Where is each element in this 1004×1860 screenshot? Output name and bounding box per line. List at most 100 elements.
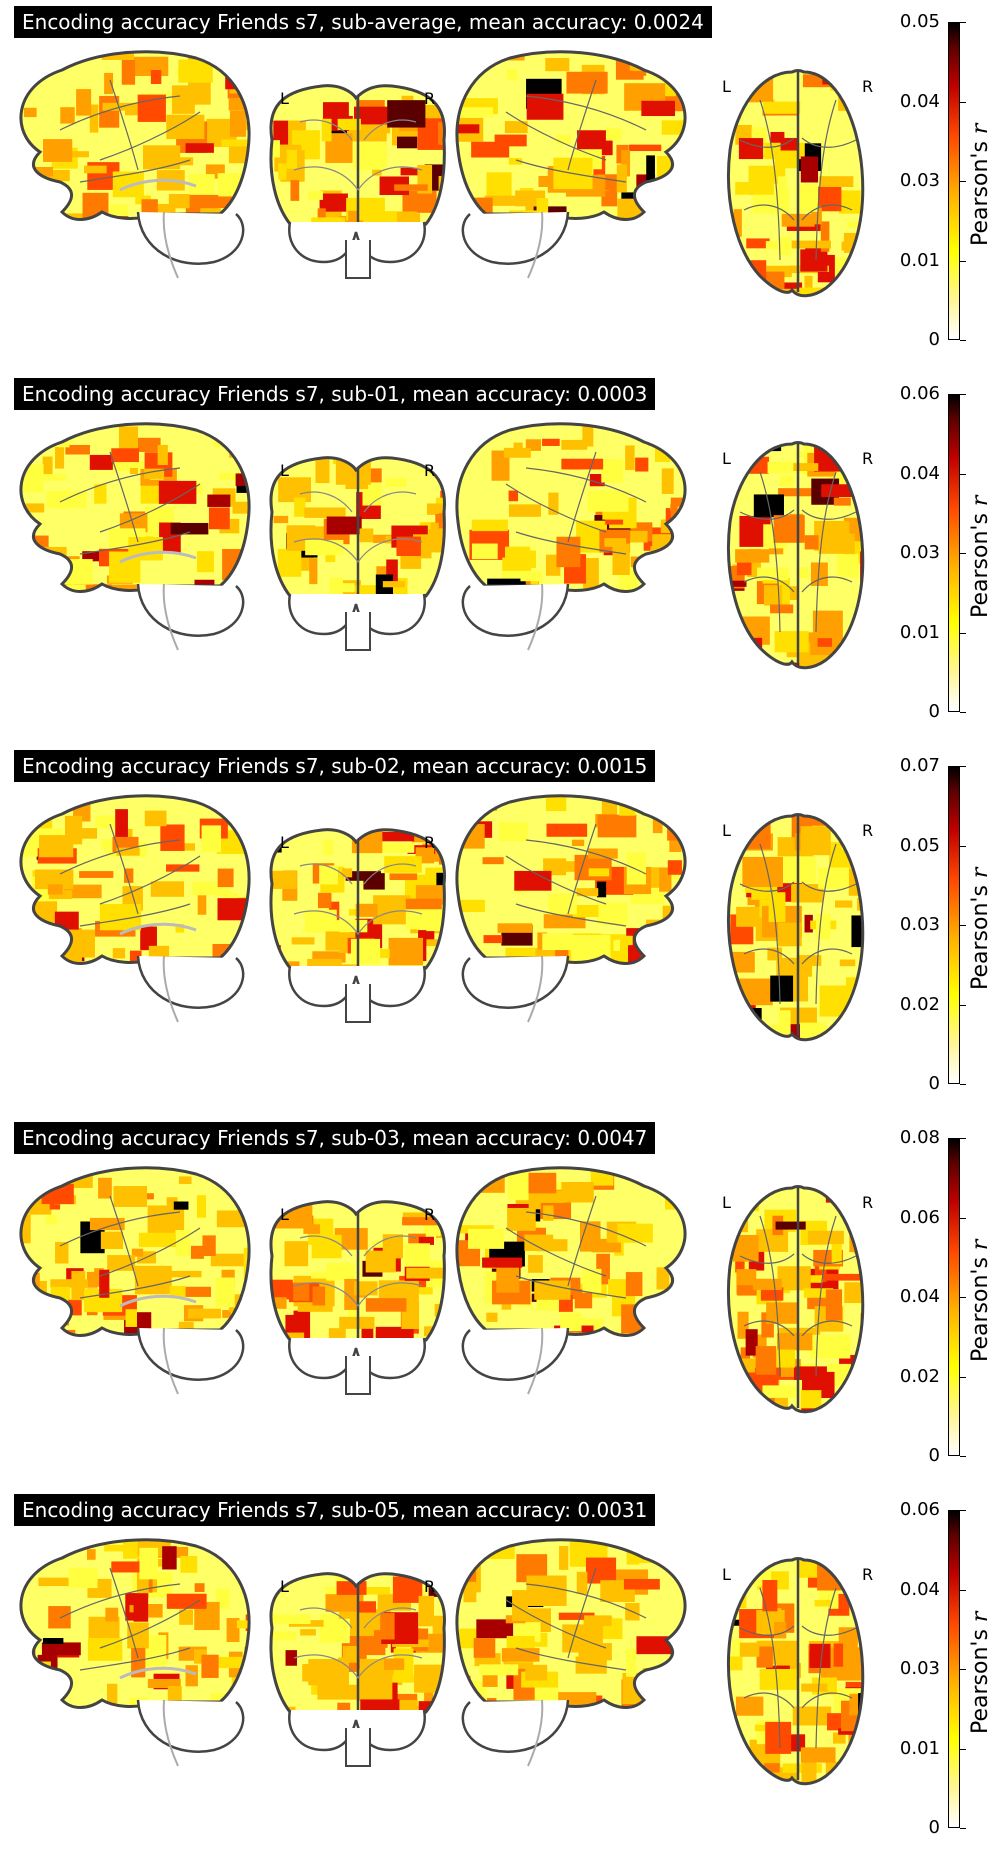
left-sagittal-view bbox=[19, 1166, 251, 1395]
activation-blob bbox=[317, 892, 332, 909]
activation-blob bbox=[150, 69, 162, 84]
activation-blob bbox=[814, 1033, 843, 1040]
activation-blob bbox=[210, 1253, 249, 1267]
activation-blob bbox=[360, 1699, 400, 1712]
activation-blob bbox=[95, 815, 122, 829]
brain-views: L RL R bbox=[19, 50, 884, 298]
activation-blob bbox=[660, 519, 686, 534]
colorbar-tick-label: 0.08 bbox=[899, 1127, 940, 1148]
activation-blob bbox=[617, 1223, 653, 1243]
activation-blob bbox=[866, 504, 897, 528]
activation-blob bbox=[220, 893, 239, 903]
activation-blob bbox=[622, 1672, 658, 1705]
activation-blob bbox=[456, 107, 494, 118]
activation-blob bbox=[815, 913, 831, 940]
activation-blob bbox=[337, 118, 361, 130]
activation-blob bbox=[746, 238, 770, 249]
colorbar-tick-label: 0.07 bbox=[899, 755, 940, 776]
activation-blob bbox=[590, 1167, 614, 1186]
activation-blob bbox=[365, 1298, 407, 1312]
activation-blob bbox=[111, 448, 139, 463]
activation-blob bbox=[34, 869, 74, 890]
activation-blob bbox=[20, 60, 30, 85]
activation-blob bbox=[162, 1546, 177, 1570]
colorbar-tick-label: 0 bbox=[928, 1445, 940, 1466]
activation-blob bbox=[508, 490, 519, 502]
activation-blob bbox=[514, 870, 552, 891]
sulcus-lines bbox=[293, 1235, 423, 1308]
brain-outline bbox=[455, 50, 687, 221]
activation-blob bbox=[48, 890, 73, 900]
activation-blob bbox=[134, 1265, 172, 1295]
activation-blob bbox=[43, 51, 76, 56]
activation-blob bbox=[836, 554, 859, 578]
activation-blob bbox=[24, 474, 67, 481]
colorbar-tick-label: 0.02 bbox=[899, 1365, 940, 1387]
activation-blob bbox=[684, 860, 686, 890]
activation-blob bbox=[484, 195, 523, 206]
activation-blob bbox=[616, 164, 627, 193]
activation-blob bbox=[783, 1038, 805, 1040]
activation-blob bbox=[271, 140, 280, 158]
activation-blob bbox=[426, 939, 445, 947]
activation-blob bbox=[587, 848, 618, 859]
brain-outline bbox=[455, 422, 687, 593]
activation-blob bbox=[590, 966, 603, 983]
colorbar-tick-label: 0.04 bbox=[899, 1286, 940, 1307]
activation-blob bbox=[142, 1193, 154, 1200]
activation-blob bbox=[858, 1693, 863, 1716]
left-hemisphere-label: L bbox=[280, 89, 289, 108]
activation-blob bbox=[670, 156, 686, 168]
activation-blob bbox=[248, 173, 250, 200]
activation-blob bbox=[847, 221, 860, 228]
activation-blob bbox=[866, 1609, 899, 1631]
activation-blob bbox=[180, 1555, 198, 1573]
activation-blob bbox=[583, 558, 599, 589]
activation-blob bbox=[813, 1042, 840, 1053]
right-hemisphere-label: R bbox=[424, 833, 435, 852]
activation-blob bbox=[74, 828, 98, 839]
activation-blob bbox=[297, 1303, 333, 1312]
activation-blob bbox=[691, 1320, 708, 1345]
activation-blob bbox=[182, 1286, 212, 1297]
activation-blob bbox=[656, 155, 686, 184]
activation-blob bbox=[780, 137, 798, 151]
brain-outline bbox=[455, 1166, 687, 1337]
activation-blob bbox=[661, 120, 686, 135]
activation-blob bbox=[558, 861, 584, 872]
activation-blob bbox=[800, 1747, 836, 1763]
activation-blob bbox=[188, 174, 215, 198]
colorbar-tick bbox=[960, 1589, 966, 1591]
activation-blob bbox=[140, 926, 157, 951]
activation-blob bbox=[838, 1728, 863, 1735]
left-hemisphere-label: L bbox=[280, 1577, 289, 1596]
brain-views: L RL R bbox=[19, 1538, 899, 1786]
colorbar-tick bbox=[960, 1297, 966, 1298]
activation-blob bbox=[688, 1692, 718, 1716]
brain-outline bbox=[726, 813, 865, 1042]
right-hemisphere-label: R bbox=[424, 461, 435, 480]
brainstem-outline bbox=[345, 1728, 371, 1767]
activation-blob bbox=[795, 567, 809, 578]
activation-blob bbox=[773, 515, 805, 543]
activation-blob bbox=[819, 668, 849, 696]
activation-blob bbox=[863, 224, 884, 252]
activation-blob bbox=[804, 275, 813, 296]
activation-blob bbox=[363, 211, 397, 224]
colorbar-tick bbox=[960, 1084, 966, 1085]
activation-blob bbox=[363, 873, 385, 890]
activation-blob bbox=[526, 93, 564, 120]
activation-blob bbox=[387, 100, 426, 128]
activation-blob bbox=[131, 1248, 144, 1257]
activation-blob bbox=[805, 1275, 823, 1283]
activation-blob bbox=[646, 155, 655, 185]
activation-blob bbox=[342, 1645, 357, 1663]
activation-blob bbox=[213, 1656, 250, 1669]
cerebellum-outline bbox=[461, 211, 570, 265]
activation-blob bbox=[798, 184, 819, 212]
colorbar-tick bbox=[960, 1669, 966, 1670]
activation-blob bbox=[236, 483, 250, 493]
activation-blob bbox=[112, 948, 126, 959]
activation-blob bbox=[496, 1262, 520, 1293]
activation-blob bbox=[325, 930, 350, 951]
